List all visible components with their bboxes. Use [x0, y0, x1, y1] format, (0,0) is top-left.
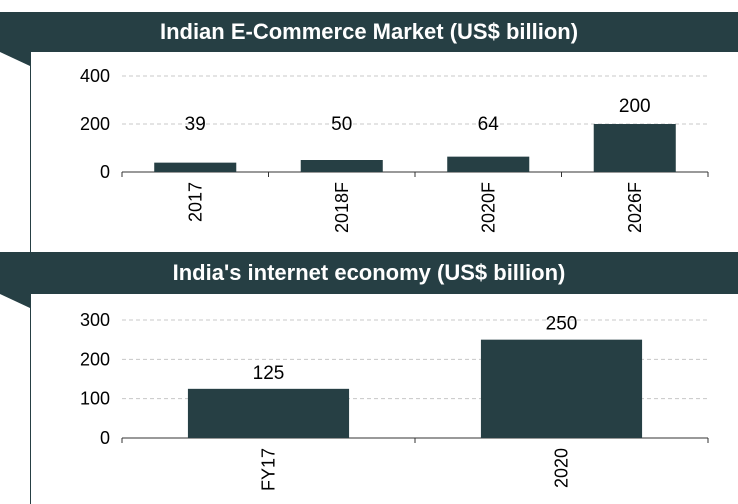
chart1-category-label-2017: 2017 [185, 182, 205, 222]
chart2-ytick-300: 300 [80, 310, 110, 330]
chart2-data-label-2020: 250 [546, 314, 578, 335]
chart2-data-label-FY17: 125 [253, 363, 285, 384]
chart2-category-label-FY17: FY17 [259, 448, 279, 491]
chart1-bar-2026F [593, 124, 676, 172]
chart1-ytick-0: 0 [100, 162, 110, 182]
chart1-data-label-2026F: 200 [619, 96, 651, 117]
chart1-data-label-2017: 39 [185, 114, 206, 135]
chart1-ytick-400: 400 [80, 66, 110, 86]
chart1-category-label-2018F: 2018F [332, 182, 352, 233]
chart1-bar-2020F [447, 156, 530, 172]
chart1-category-label-2020F: 2020F [478, 182, 498, 233]
chart2-title: India's internet economy (US$ billion) [0, 252, 738, 294]
chart1-bar-2018F [300, 160, 383, 172]
chart1-data-label-2020F: 64 [478, 114, 500, 135]
chart1-data-label-2018F: 50 [331, 114, 352, 135]
chart1-frame-line [30, 52, 31, 252]
chart2-category-label-2020: 2020 [552, 448, 572, 488]
chart2-bar-2020 [480, 339, 643, 438]
chart2-ytick-0: 0 [100, 428, 110, 448]
chart1-title: Indian E-Commerce Market (US$ billion) [0, 12, 738, 52]
chart2-frame-line [30, 294, 31, 504]
chart2-bar-FY17 [187, 388, 350, 438]
chart2-plot: 0 100 200 300 125 FY17 250 2020 [80, 310, 709, 491]
chart1-category-label-2026F: 2026F [625, 182, 645, 233]
chart1-ytick-200: 200 [80, 114, 110, 134]
chart2-ytick-200: 200 [80, 349, 110, 369]
chart2-ytick-100: 100 [80, 389, 110, 409]
chart1-plot: 0 200 400 39 2017 50 2018F 64 2020F 200 2026F [80, 66, 709, 233]
chart1-bar-2017 [154, 162, 237, 172]
